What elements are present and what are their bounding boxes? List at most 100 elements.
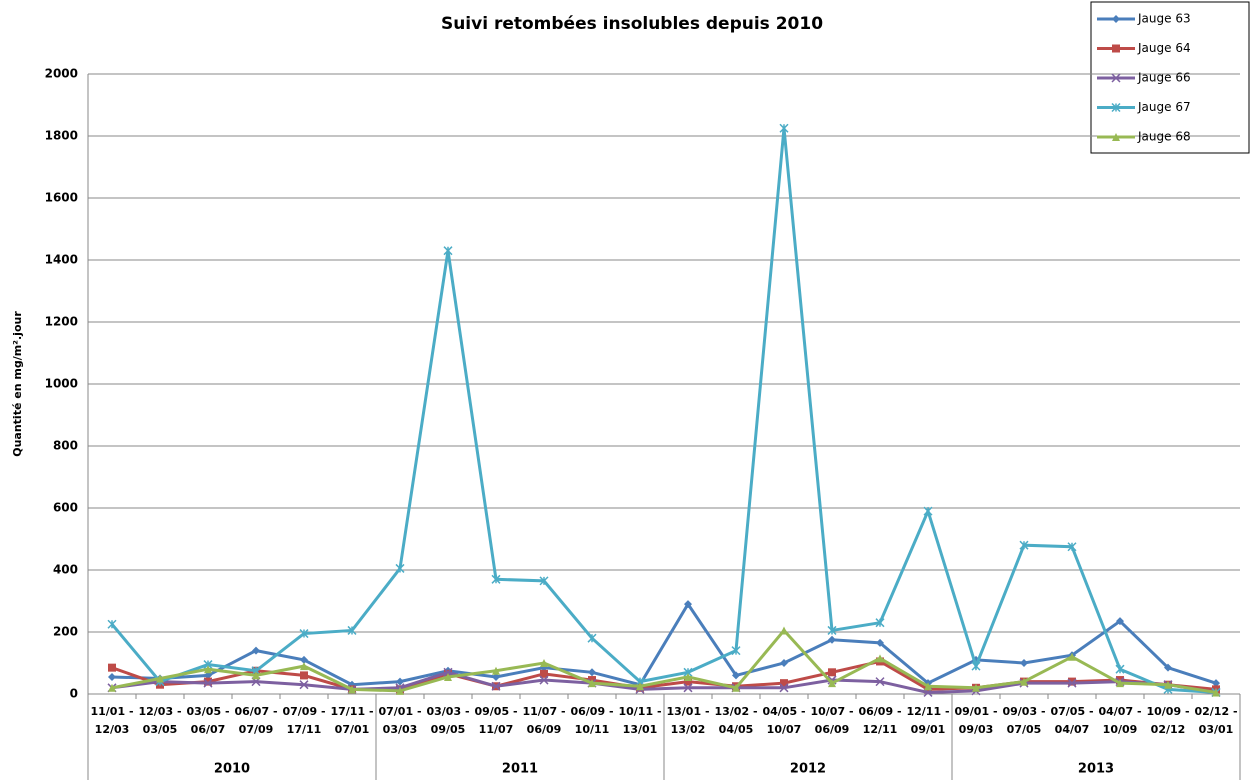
marker bbox=[780, 659, 788, 667]
group-label: 2012 bbox=[790, 762, 826, 777]
marker bbox=[1067, 678, 1077, 688]
marker bbox=[492, 666, 500, 675]
y-tick-label: 200 bbox=[53, 625, 78, 639]
marker bbox=[539, 675, 549, 685]
x-tick-label: 17/11 bbox=[287, 723, 322, 736]
marker bbox=[924, 682, 932, 691]
marker bbox=[156, 674, 164, 683]
marker bbox=[779, 683, 789, 693]
marker bbox=[395, 563, 405, 573]
legend-label: Jauge 66 bbox=[1137, 71, 1191, 85]
marker bbox=[587, 633, 597, 643]
marker bbox=[204, 665, 212, 674]
x-tick-label: 10/07 bbox=[767, 723, 802, 736]
x-tick-label: 03/03 - bbox=[426, 705, 469, 718]
marker bbox=[1164, 680, 1172, 689]
marker bbox=[588, 679, 596, 688]
y-axis-label: Quantité en mg/m².jour bbox=[11, 311, 24, 457]
x-tick-label: 11/07 - bbox=[522, 705, 565, 718]
marker bbox=[443, 246, 453, 256]
x-tick-label: 13/01 bbox=[623, 723, 658, 736]
series-line bbox=[111, 670, 1217, 694]
marker bbox=[252, 646, 260, 655]
x-tick-label: 04/05 - bbox=[762, 705, 805, 718]
x-tick-label: 11/01 - bbox=[90, 705, 133, 718]
marker bbox=[300, 655, 308, 664]
marker bbox=[492, 672, 500, 681]
marker bbox=[443, 667, 453, 677]
marker bbox=[1111, 102, 1121, 113]
marker bbox=[300, 671, 308, 680]
x-tick-label: 07/01 - bbox=[378, 705, 421, 718]
y-tick-label: 1400 bbox=[45, 253, 78, 267]
x-tick-label: 06/07 - bbox=[234, 705, 277, 718]
marker bbox=[1212, 688, 1220, 697]
marker bbox=[539, 576, 549, 586]
x-tick-label: 13/01 - bbox=[666, 705, 709, 718]
group-label: 2013 bbox=[1078, 762, 1114, 777]
x-tick-label: 11/07 bbox=[479, 723, 514, 736]
marker bbox=[1068, 677, 1076, 686]
marker bbox=[683, 683, 693, 693]
marker bbox=[875, 677, 885, 687]
marker bbox=[540, 659, 548, 667]
marker bbox=[107, 619, 117, 629]
y-tick-label: 2000 bbox=[45, 67, 78, 81]
y-tick-label: 400 bbox=[53, 563, 78, 577]
chart-title: Suivi retombées insolubles depuis 2010 bbox=[441, 14, 823, 34]
x-tick-label: 04/07 - bbox=[1098, 705, 1141, 718]
x-tick-label: 02/12 - bbox=[1194, 705, 1237, 718]
marker bbox=[827, 625, 837, 635]
x-tick-label: 12/03 - bbox=[138, 705, 181, 718]
x-tick-label: 03/05 - bbox=[186, 705, 229, 718]
series-line bbox=[110, 128, 1217, 694]
legend-label: Jauge 63 bbox=[1137, 12, 1191, 26]
marker bbox=[731, 646, 741, 656]
x-tick-label: 13/02 bbox=[671, 723, 706, 736]
x-tick-label: 06/09 - bbox=[570, 705, 613, 718]
marker bbox=[203, 678, 213, 688]
marker bbox=[299, 680, 309, 690]
legend-label: Jauge 68 bbox=[1137, 130, 1191, 144]
marker bbox=[1115, 664, 1125, 674]
marker bbox=[491, 574, 501, 584]
marker bbox=[1067, 542, 1077, 552]
x-tick-label: 12/11 - bbox=[906, 705, 949, 718]
group-label: 2010 bbox=[214, 762, 250, 777]
marker bbox=[252, 671, 260, 680]
marker bbox=[780, 626, 788, 635]
y-tick-label: 1200 bbox=[45, 315, 78, 329]
x-tick-label: 10/09 - bbox=[1146, 705, 1189, 718]
x-tick-label: 04/05 bbox=[719, 723, 754, 736]
group-label: 2011 bbox=[502, 762, 538, 777]
legend-label: Jauge 64 bbox=[1137, 41, 1191, 55]
marker bbox=[732, 683, 740, 692]
marker bbox=[1019, 540, 1029, 550]
marker bbox=[780, 679, 788, 688]
x-tick-label: 10/07 - bbox=[810, 705, 853, 718]
marker bbox=[972, 683, 980, 692]
marker bbox=[491, 681, 501, 691]
x-tick-label: 07/09 bbox=[239, 723, 274, 736]
marker bbox=[875, 618, 885, 628]
marker bbox=[588, 668, 596, 677]
marker bbox=[636, 682, 644, 691]
y-tick-label: 600 bbox=[53, 501, 78, 515]
marker bbox=[876, 638, 884, 647]
marker bbox=[204, 677, 212, 686]
marker bbox=[108, 663, 116, 672]
marker bbox=[108, 683, 116, 692]
x-tick-label: 10/11 - bbox=[618, 705, 661, 718]
series-line bbox=[111, 628, 1217, 694]
marker bbox=[108, 672, 116, 681]
x-tick-label: 10/11 bbox=[575, 723, 610, 736]
marker bbox=[1212, 679, 1220, 688]
y-tick-label: 0 bbox=[70, 687, 78, 701]
marker bbox=[1116, 617, 1124, 626]
x-tick-label: 06/09 bbox=[527, 723, 562, 736]
marker bbox=[204, 671, 212, 680]
x-tick-label: 07/01 bbox=[335, 723, 370, 736]
y-tick-label: 1600 bbox=[45, 191, 78, 205]
marker bbox=[732, 671, 740, 680]
